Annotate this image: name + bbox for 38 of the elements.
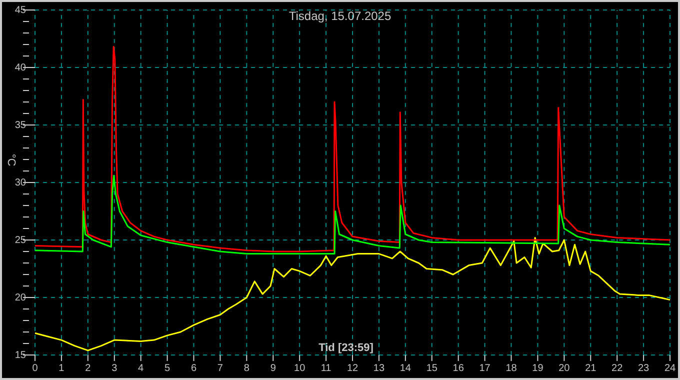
x-tick-label: 9 (270, 363, 276, 374)
x-tick-label: 19 (532, 363, 544, 374)
y-tick-label: 40 (14, 62, 26, 74)
x-tick-label: 22 (612, 363, 624, 374)
x-tick-label: 3 (112, 363, 118, 374)
x-tick-label: 2 (85, 363, 92, 374)
line-series (34, 174, 671, 255)
x-tick-label: 6 (190, 363, 197, 374)
y-axis-title: °C (5, 154, 17, 166)
x-tick-label: 24 (664, 363, 676, 374)
line-series (34, 236, 671, 352)
x-tick-label: 4 (138, 363, 144, 374)
x-tick-label: 0 (32, 363, 38, 374)
y-tick-label: 30 (14, 178, 26, 189)
x-tick-label: 23 (638, 363, 650, 374)
x-tick-label: 16 (452, 363, 464, 374)
chart-title: Tisdag, 15.07.2025 (288, 9, 392, 23)
y-tick-label: 25 (14, 235, 26, 246)
x-tick-label: 12 (346, 363, 358, 374)
x-tick-label: 18 (506, 363, 518, 374)
x-tick-label: 20 (558, 363, 570, 374)
y-tick-label: 20 (14, 292, 26, 304)
x-tick-label: 13 (373, 363, 385, 374)
y-tick-label: 45 (14, 5, 26, 16)
y-tick-label: 35 (14, 120, 26, 132)
x-tick-label: 10 (294, 363, 306, 374)
x-tick-label: 1 (58, 363, 65, 374)
x-tick-label: 21 (585, 363, 597, 374)
x-tick-label: 17 (479, 363, 491, 374)
y-tick-label: 15 (14, 350, 26, 362)
x-tick-label: 15 (426, 363, 438, 374)
x-tick-label: 5 (164, 363, 171, 374)
x-axis-title: Tid [23:59] (318, 342, 374, 354)
x-tick-label: 8 (244, 363, 250, 374)
x-tick-label: 11 (320, 363, 332, 374)
x-tick-label: 14 (400, 363, 412, 374)
line-series (34, 46, 671, 252)
x-tick-label: 7 (217, 363, 224, 374)
